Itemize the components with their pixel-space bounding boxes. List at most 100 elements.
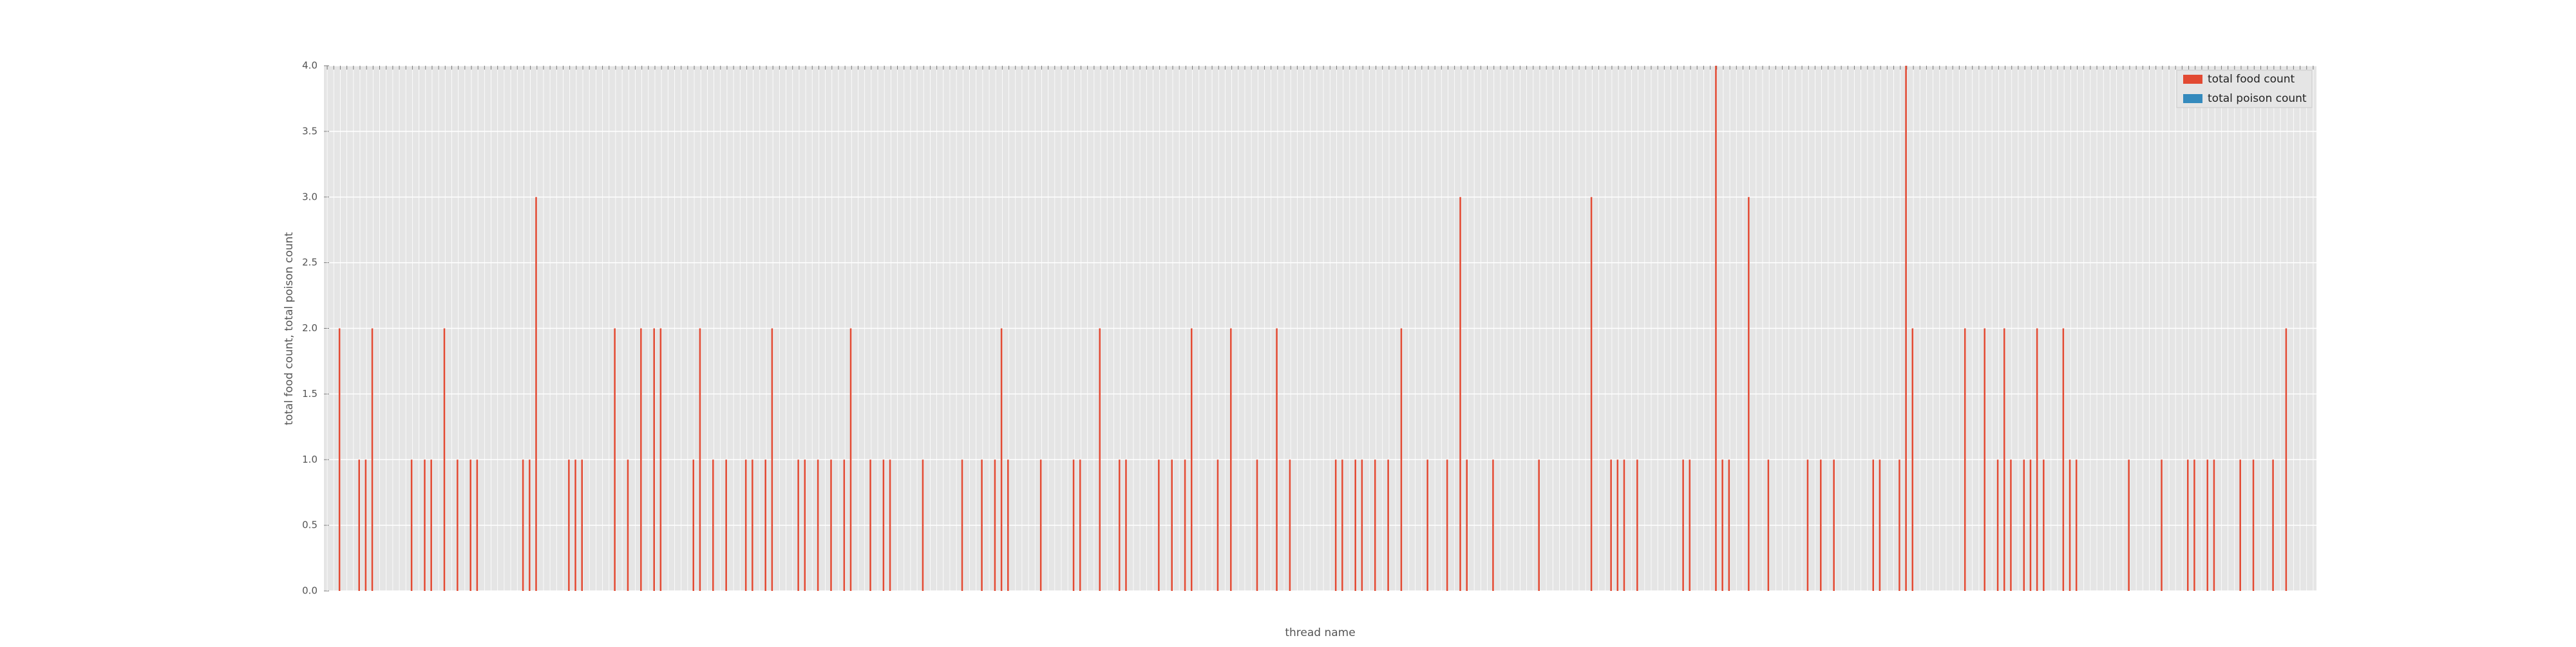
- bar: [1610, 459, 1612, 591]
- y-axis-label: total food count, total poison count: [283, 232, 296, 425]
- bar: [981, 459, 983, 591]
- bar: [2161, 459, 2163, 591]
- legend-label: total poison count: [2208, 92, 2307, 105]
- bar: [922, 459, 924, 591]
- y-tick-label: 2.0: [302, 322, 317, 334]
- bar: [1099, 328, 1101, 591]
- bar: [2193, 459, 2195, 591]
- bar: [1466, 459, 1468, 591]
- bar: [1879, 459, 1881, 591]
- x-axis-label: thread name: [1285, 626, 1355, 639]
- bar: [1072, 459, 1075, 591]
- bar: [2252, 459, 2255, 591]
- bar: [1715, 66, 1717, 591]
- bar: [1905, 66, 1907, 591]
- bar: [614, 328, 616, 591]
- bar: [640, 328, 642, 591]
- bar: [1538, 459, 1540, 591]
- bar: [1217, 459, 1219, 591]
- bar: [804, 459, 806, 591]
- bar: [1171, 459, 1173, 591]
- y-tick-label: 3.0: [302, 191, 317, 202]
- bar: [365, 459, 367, 591]
- bar: [476, 459, 478, 591]
- bar: [961, 459, 963, 591]
- bar: [2206, 459, 2209, 591]
- bar: [869, 459, 871, 591]
- bar: [1636, 459, 1638, 591]
- bar: [797, 459, 799, 591]
- bar: [830, 459, 832, 591]
- y-tick-label: 0.5: [302, 519, 317, 531]
- bar: [1616, 459, 1619, 591]
- bar: [2239, 459, 2241, 591]
- bar: [1911, 328, 1914, 591]
- bar: [1767, 459, 1770, 591]
- y-tick-label: 4.0: [302, 60, 317, 72]
- bar: [1623, 459, 1625, 591]
- bar: [1806, 459, 1809, 591]
- bar: [1387, 459, 1389, 591]
- bar: [2213, 459, 2215, 591]
- bar: [1748, 197, 1750, 591]
- bar: [1984, 328, 1986, 591]
- bar: [627, 459, 629, 591]
- bar: [1682, 459, 1684, 591]
- bar: [2069, 459, 2071, 591]
- bar: [771, 328, 773, 591]
- bar: [457, 459, 459, 591]
- bar: [2075, 459, 2078, 591]
- bar: [1125, 459, 1127, 591]
- bar: [882, 459, 885, 591]
- bar: [1728, 459, 1730, 591]
- bar: [1820, 459, 1822, 591]
- bar: [725, 459, 727, 591]
- bar: [1039, 459, 1042, 591]
- bar: [752, 459, 753, 591]
- y-tick-label: 3.5: [302, 125, 317, 137]
- bar: [659, 328, 662, 591]
- y-tick-label: 2.5: [302, 256, 317, 268]
- legend-swatch: [2183, 94, 2202, 103]
- bar: [2128, 459, 2130, 591]
- bar: [692, 459, 695, 591]
- bar: [2062, 328, 2065, 591]
- bar: [1374, 459, 1376, 591]
- y-tick-label: 1.5: [302, 388, 317, 400]
- bar: [1119, 459, 1121, 591]
- bar: [1000, 328, 1003, 591]
- bar: [1007, 459, 1009, 591]
- bar: [1334, 459, 1337, 591]
- bar: [653, 328, 655, 591]
- bar: [843, 459, 846, 591]
- bar: [2023, 459, 2025, 591]
- bar: [2029, 459, 2032, 591]
- bar: [443, 328, 446, 591]
- bar: [2010, 459, 2012, 591]
- legend-swatch: [2183, 75, 2202, 84]
- bar: [529, 459, 531, 591]
- bar: [1289, 459, 1291, 591]
- bar: [1361, 459, 1363, 591]
- bar: [712, 459, 714, 591]
- bar: [574, 459, 576, 591]
- bar: [1899, 459, 1900, 591]
- bar: [744, 459, 747, 591]
- bar: [1996, 459, 1999, 591]
- bar: [1341, 459, 1343, 591]
- bar: [1492, 459, 1494, 591]
- bar: [424, 459, 426, 591]
- bar: [1230, 328, 1232, 591]
- bar: [581, 459, 583, 591]
- bar: [568, 459, 570, 591]
- bar: [1256, 459, 1258, 591]
- bar: [2272, 459, 2274, 591]
- bar: [1079, 459, 1081, 591]
- bar: [1459, 197, 1461, 591]
- bar: [2285, 328, 2287, 591]
- bar: [1158, 459, 1160, 591]
- bar: [994, 459, 996, 591]
- bar: [1426, 459, 1428, 591]
- y-tick-label: 0.0: [302, 585, 317, 597]
